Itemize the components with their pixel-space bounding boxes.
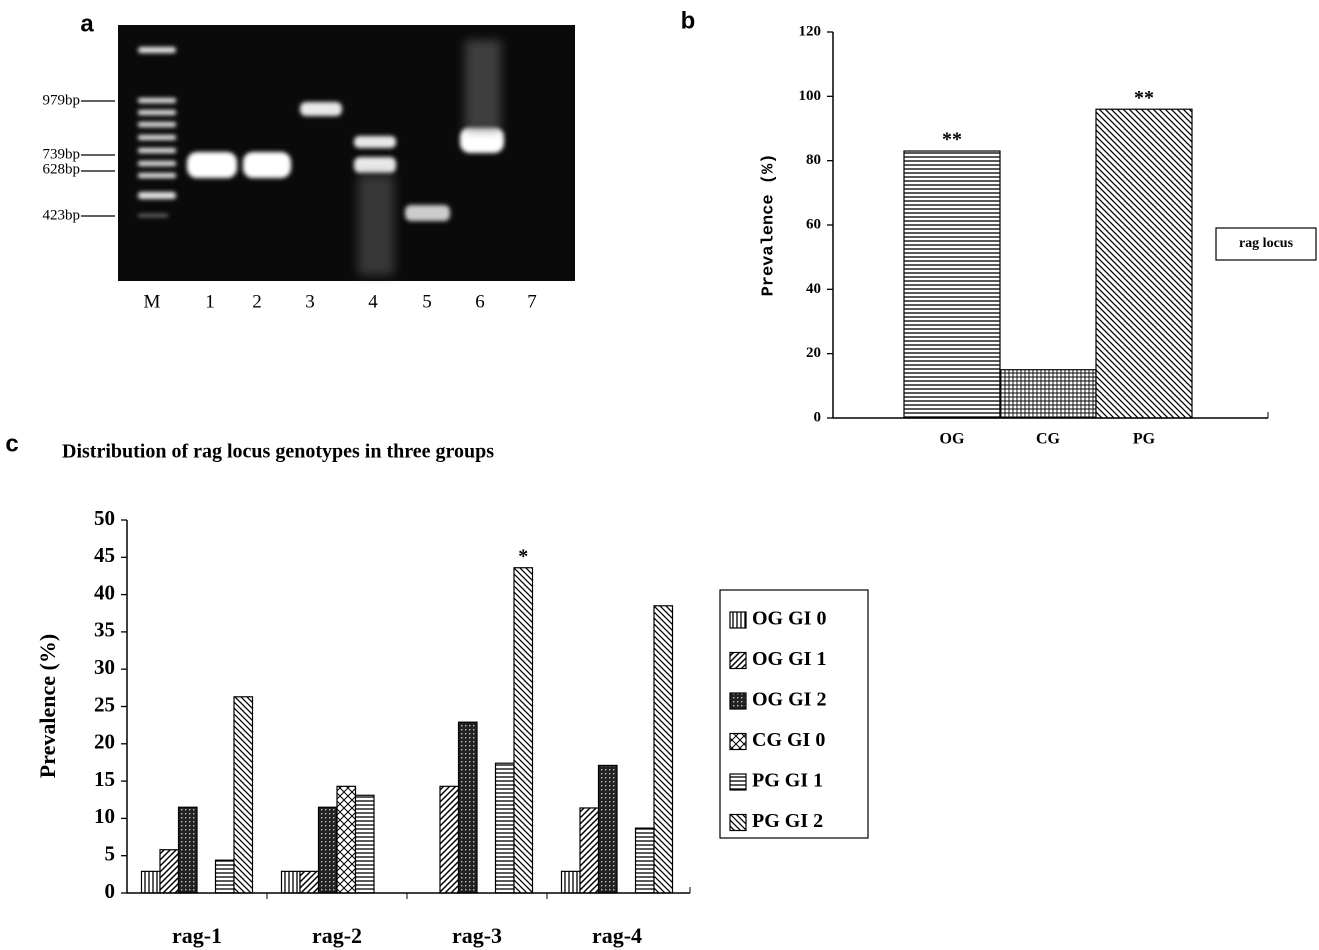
legend-swatch xyxy=(730,693,746,709)
y-tick-label: 40 xyxy=(94,580,115,604)
y-tick-label: 80 xyxy=(806,152,821,168)
legend-swatch xyxy=(730,653,746,669)
y-tick-label: 0 xyxy=(105,879,116,903)
bar xyxy=(282,871,301,893)
chart-title: Distribution of rag locus genotypes in t… xyxy=(62,441,494,463)
legend-swatch xyxy=(730,612,746,628)
bar xyxy=(562,871,581,893)
legend-label: CG GI 0 xyxy=(752,729,825,751)
legend-swatch xyxy=(730,734,746,750)
x-tick-label: PG xyxy=(1133,431,1156,448)
legend-swatch xyxy=(730,774,746,790)
y-tick-label: 5 xyxy=(105,842,116,866)
lane-label: 1 xyxy=(205,291,215,312)
lane-label: 7 xyxy=(527,291,537,312)
bar xyxy=(904,151,1000,418)
bar xyxy=(636,828,655,893)
y-axis-label: Prevalence (%) xyxy=(759,154,778,297)
bar xyxy=(514,568,533,893)
bar xyxy=(496,763,515,893)
bar xyxy=(1096,109,1192,418)
legend-label: OG GI 2 xyxy=(752,689,826,711)
y-tick-label: 20 xyxy=(94,730,115,754)
y-tick-label: 15 xyxy=(94,767,115,791)
bar xyxy=(580,808,599,893)
bar xyxy=(440,786,459,893)
size-marker: 423bp xyxy=(43,207,81,223)
x-tick-label: OG xyxy=(940,431,965,448)
panel-label: c xyxy=(5,430,18,457)
y-tick-label: 100 xyxy=(799,88,822,104)
y-tick-label: 120 xyxy=(799,23,822,39)
legend-label: PG GI 2 xyxy=(752,810,823,832)
y-tick-label: 20 xyxy=(806,345,821,361)
bar xyxy=(599,765,618,893)
lane-label: 6 xyxy=(475,291,485,312)
x-tick-label: rag-3 xyxy=(452,923,502,948)
y-tick-label: 0 xyxy=(814,409,822,425)
marker-lines xyxy=(81,101,115,216)
bar xyxy=(459,722,478,893)
lane-label: M xyxy=(144,291,161,312)
y-tick-label: 10 xyxy=(94,804,115,828)
y-tick-label: 50 xyxy=(94,506,115,530)
gel xyxy=(118,25,575,281)
bar xyxy=(654,606,673,893)
panel-label: b xyxy=(681,7,696,34)
x-tick-label: rag-2 xyxy=(312,923,362,948)
bar xyxy=(356,795,375,893)
lane-label: 4 xyxy=(368,291,378,312)
legend-label: PG GI 1 xyxy=(752,770,823,792)
annotation: ** xyxy=(1134,87,1154,109)
legend-label: rag locus xyxy=(1239,236,1294,251)
x-tick-label: rag-1 xyxy=(172,923,222,948)
bar xyxy=(1000,370,1096,418)
y-axis-label: Prevalence (%) xyxy=(35,634,60,778)
legend-swatch xyxy=(730,815,746,831)
gel-panel: a 979bp 739bp 628bp 423bp M 1 2 3 4 5 6 … xyxy=(43,10,576,312)
size-marker: 979bp xyxy=(43,92,81,108)
bar xyxy=(216,860,235,893)
y-tick-label: 45 xyxy=(94,543,115,567)
legend-label: OG GI 1 xyxy=(752,648,826,670)
bar xyxy=(234,697,253,893)
x-tick-label: rag-4 xyxy=(592,923,642,948)
annotation: * xyxy=(518,545,528,567)
panel-label: a xyxy=(80,10,94,37)
lane-label: 3 xyxy=(305,291,315,312)
y-tick-label: 60 xyxy=(806,216,821,232)
figure: a 979bp 739bp 628bp 423bp M 1 2 3 4 5 6 … xyxy=(0,0,1319,950)
y-tick-label: 40 xyxy=(806,281,821,297)
lane-labels: M 1 2 3 4 5 6 7 xyxy=(144,291,537,312)
bar xyxy=(337,786,356,893)
size-marker: 739bp xyxy=(43,146,81,162)
bar xyxy=(179,807,198,893)
bar xyxy=(160,850,179,893)
y-tick-label: 35 xyxy=(94,618,115,642)
bar xyxy=(300,871,319,893)
lane-label: 5 xyxy=(422,291,432,312)
annotation: ** xyxy=(942,129,962,151)
size-marker: 628bp xyxy=(43,161,81,177)
y-tick-label: 25 xyxy=(94,692,115,716)
y-tick-label: 30 xyxy=(94,655,115,679)
legend-label: OG GI 0 xyxy=(752,608,826,630)
lane-label: 2 xyxy=(252,291,262,312)
x-tick-label: CG xyxy=(1036,431,1061,448)
bar xyxy=(319,807,338,893)
bar xyxy=(142,871,161,893)
